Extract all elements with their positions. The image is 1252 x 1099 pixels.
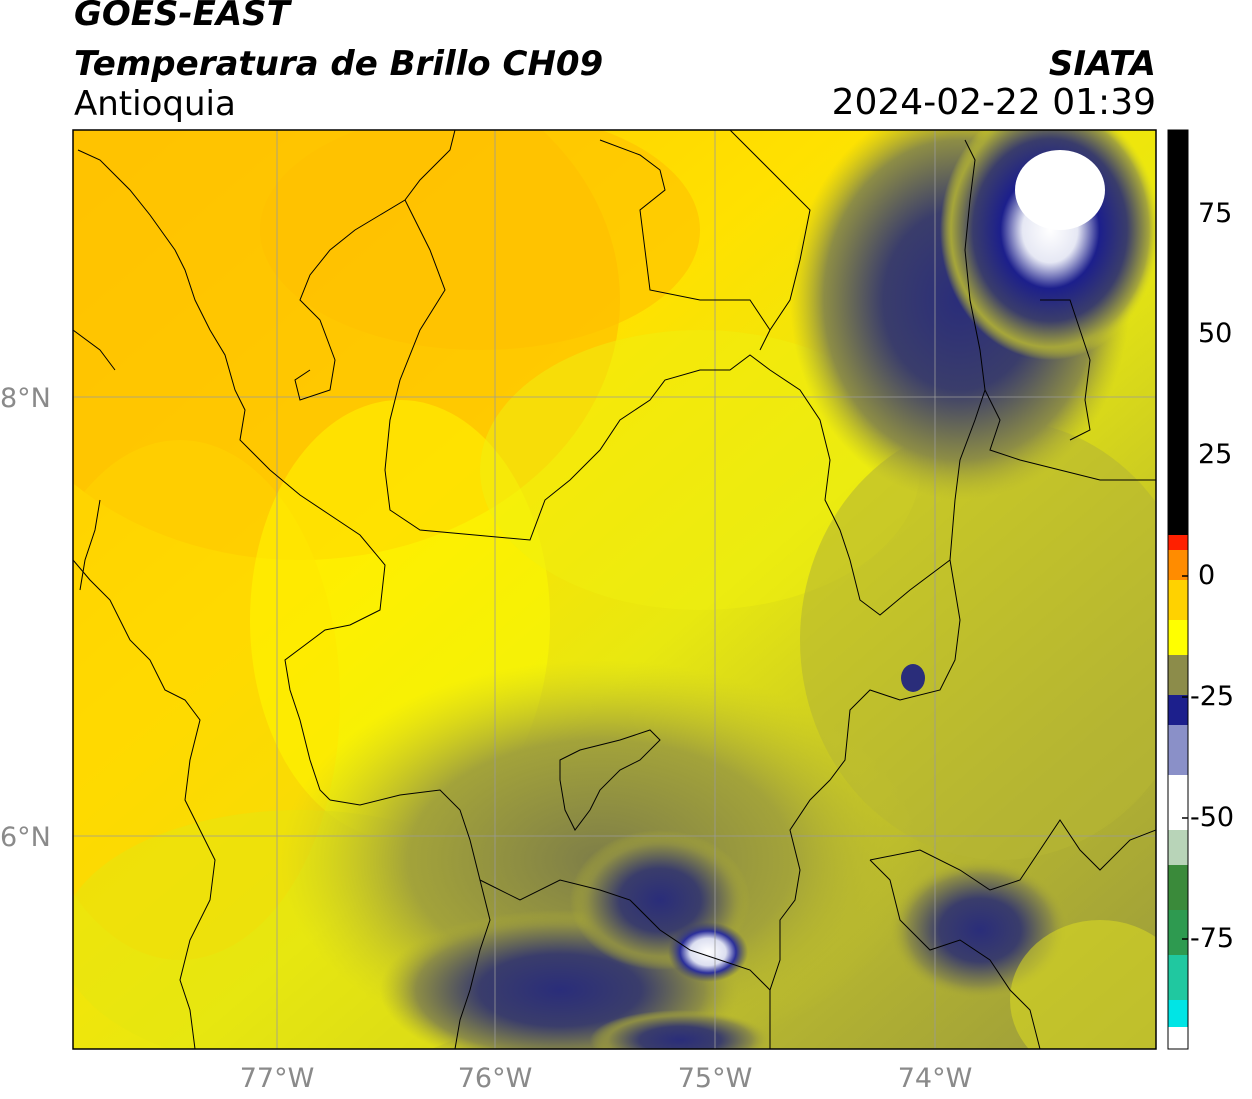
dept-border-north: [384, 139, 986, 616]
lon-label-77w: 77°W: [239, 1063, 315, 1094]
product-title: Temperatura de Brillo CH09: [74, 44, 604, 84]
colorbar-segment-cyan: [1168, 1000, 1188, 1027]
colorbar-segment-green: [1168, 865, 1188, 910]
colorbar-segment-lavender: [1168, 725, 1188, 775]
colorbar-tick-75: 75: [1198, 198, 1233, 229]
colorbar: [1167, 129, 1189, 1050]
organization-label: SIATA: [1048, 44, 1156, 84]
colorbar-tick-minus75: -75: [1190, 923, 1235, 954]
colorbar-segment-palegreen: [1168, 830, 1188, 865]
temperature-field: [73, 130, 1156, 1049]
lat-label-8n: 8°N: [0, 383, 51, 414]
colorbar-segment-midgreen: [1168, 910, 1188, 955]
lon-label-76w: 76°W: [457, 1063, 533, 1094]
colorbar-segment-white: [1168, 775, 1188, 830]
dept-border-southwest: [479, 879, 771, 991]
coastline: [77, 149, 386, 801]
colorbar-tick-0: 0: [1198, 560, 1216, 591]
colorbar-segment-navy: [1168, 695, 1188, 725]
datetime-label: 2024-02-22 01:39: [831, 82, 1156, 123]
satellite-title: GOES-EAST: [74, 0, 290, 34]
colorbar-segment-yellow: [1168, 620, 1188, 655]
map-frame: [72, 129, 1157, 1050]
coast-inner: [79, 499, 101, 591]
colorbar-segment-orange: [1168, 550, 1188, 580]
region-label: Antioquia: [74, 84, 236, 124]
lat-label-6n: 6°N: [0, 822, 51, 853]
colorbar-tick-25: 25: [1198, 439, 1233, 470]
lon-label-75w: 75°W: [677, 1063, 753, 1094]
colorbar-segment-red: [1168, 535, 1188, 550]
boundaries: [73, 130, 1156, 1049]
dept-border-east: [769, 559, 961, 1049]
colorbar-segment-gold: [1168, 580, 1188, 620]
dept-border-eastern: [984, 299, 1156, 481]
valley-border: [559, 729, 661, 831]
dept-border-south: [329, 789, 491, 1049]
gridlines: [73, 130, 1156, 1049]
lon-label-74w: 74°W: [897, 1063, 973, 1094]
pacific-coast: [73, 329, 216, 1049]
colorbar-tick-minus25: -25: [1190, 681, 1235, 712]
gulf-east-coast: [294, 130, 456, 401]
colorbar-segment-bottom-white: [1168, 1027, 1188, 1049]
colorbar-tick-50: 50: [1198, 318, 1233, 349]
colorbar-segment-teal: [1168, 955, 1188, 1000]
colorbar-segment-olive: [1168, 655, 1188, 695]
dept-border-northeast: [599, 130, 811, 351]
colorbar-tick-minus50: -50: [1190, 802, 1235, 833]
dept-border-southeast: [869, 819, 1156, 1049]
colorbar-segment-black: [1168, 130, 1188, 535]
